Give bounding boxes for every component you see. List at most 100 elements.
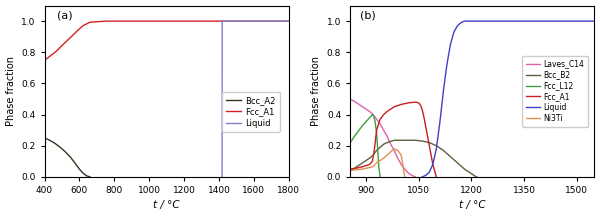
Bcc_A2 bbox=[73, 163, 80, 166]
Fcc_A1 bbox=[380, 113, 387, 116]
Laves_C14 bbox=[401, 168, 409, 170]
Fcc_A1 bbox=[419, 109, 426, 111]
Ni3Ti bbox=[387, 151, 394, 153]
Fcc_L12 bbox=[366, 116, 373, 119]
Bcc_B2 bbox=[447, 155, 454, 158]
Fcc_A1 bbox=[398, 103, 405, 106]
Bcc_B2 bbox=[412, 139, 419, 141]
Bcc_B2 bbox=[468, 172, 475, 175]
Liquid bbox=[447, 43, 454, 46]
Y-axis label: Phase fraction: Phase fraction bbox=[311, 56, 322, 126]
Laves_C14 bbox=[383, 135, 391, 138]
Fcc_A1 bbox=[41, 59, 48, 61]
Text: (b): (b) bbox=[360, 11, 376, 21]
Bcc_B2 bbox=[454, 162, 461, 164]
Ni3Ti bbox=[347, 169, 354, 172]
Line: Laves_C14: Laves_C14 bbox=[350, 99, 415, 177]
Liquid bbox=[457, 21, 464, 24]
Laves_C14 bbox=[373, 118, 380, 121]
Fcc_A1 bbox=[359, 165, 366, 168]
Ni3Ti bbox=[352, 168, 359, 171]
Bcc_B2 bbox=[419, 140, 426, 142]
Fcc_A1 bbox=[352, 167, 359, 170]
Fcc_A1 bbox=[422, 126, 430, 128]
Line: Fcc_A1: Fcc_A1 bbox=[350, 102, 436, 177]
Line: Bcc_A2: Bcc_A2 bbox=[44, 138, 90, 177]
Laves_C14 bbox=[408, 174, 415, 177]
Bcc_A2 bbox=[79, 172, 86, 174]
X-axis label: t / °C: t / °C bbox=[459, 200, 485, 210]
Bcc_B2 bbox=[370, 154, 377, 156]
Liquid bbox=[440, 90, 447, 92]
Fcc_A1 bbox=[146, 20, 153, 22]
Bcc_B2 bbox=[472, 175, 479, 177]
Bcc_B2 bbox=[404, 139, 412, 141]
Bcc_B2 bbox=[352, 166, 359, 169]
Fcc_A1 bbox=[404, 102, 412, 104]
Fcc_L12 bbox=[373, 132, 380, 135]
Fcc_A1 bbox=[429, 163, 436, 166]
Fcc_A1 bbox=[370, 152, 377, 155]
Liquid bbox=[218, 176, 226, 178]
Bcc_B2 bbox=[473, 176, 481, 178]
Liquid bbox=[433, 148, 440, 150]
Bcc_B2 bbox=[380, 143, 387, 145]
Laves_C14 bbox=[359, 105, 366, 108]
Laves_C14 bbox=[398, 163, 405, 166]
Liquid bbox=[419, 176, 426, 178]
Laves_C14 bbox=[352, 101, 359, 103]
Fcc_A1 bbox=[58, 44, 65, 47]
Liquid bbox=[451, 31, 458, 33]
Bcc_A2 bbox=[86, 176, 94, 178]
Ni3Ti bbox=[401, 176, 409, 178]
Bcc_B2 bbox=[347, 169, 354, 172]
Liquid bbox=[468, 20, 475, 22]
Fcc_L12 bbox=[370, 115, 377, 118]
Laves_C14 bbox=[394, 157, 401, 159]
Fcc_A1 bbox=[369, 160, 376, 163]
Ni3Ti bbox=[400, 165, 407, 167]
Bcc_B2 bbox=[398, 139, 405, 141]
Liquid bbox=[429, 163, 436, 166]
Bcc_A2 bbox=[56, 146, 64, 149]
Fcc_A1 bbox=[433, 176, 440, 178]
Bcc_B2 bbox=[377, 146, 384, 149]
Fcc_L12 bbox=[369, 113, 376, 116]
Bcc_A2 bbox=[41, 137, 48, 139]
Fcc_A1 bbox=[421, 116, 428, 119]
Fcc_A1 bbox=[48, 54, 55, 56]
Bcc_A2 bbox=[52, 142, 59, 145]
Ni3Ti bbox=[371, 163, 379, 166]
Fcc_A1 bbox=[74, 29, 81, 32]
Fcc_A1 bbox=[44, 56, 52, 59]
Fcc_L12 bbox=[352, 133, 359, 136]
Bcc_B2 bbox=[426, 141, 433, 144]
Fcc_A1 bbox=[412, 101, 419, 103]
Fcc_A1 bbox=[377, 118, 384, 121]
Ni3Ti bbox=[366, 166, 373, 169]
Laves_C14 bbox=[391, 149, 398, 152]
Line: Ni3Ti: Ni3Ti bbox=[350, 149, 405, 177]
Legend: Laves_C14, Bcc_B2, Fcc_L12, Fcc_A1, Liquid, Ni3Ti: Laves_C14, Bcc_B2, Fcc_L12, Fcc_A1, Liqu… bbox=[522, 56, 588, 127]
Fcc_L12 bbox=[371, 121, 379, 124]
Fcc_A1 bbox=[55, 48, 62, 51]
Bcc_A2 bbox=[62, 151, 69, 153]
Fcc_L12 bbox=[359, 124, 366, 127]
Fcc_A1 bbox=[218, 20, 226, 22]
Liquid bbox=[218, 20, 226, 22]
Fcc_A1 bbox=[371, 141, 379, 144]
Fcc_A1 bbox=[86, 21, 94, 24]
Ni3Ti bbox=[369, 165, 376, 168]
Fcc_L12 bbox=[374, 148, 381, 150]
Ni3Ti bbox=[377, 159, 384, 162]
Laves_C14 bbox=[404, 172, 412, 174]
Ni3Ti bbox=[391, 148, 398, 150]
Fcc_A1 bbox=[383, 110, 391, 113]
Liquid bbox=[461, 20, 468, 22]
Laves_C14 bbox=[387, 143, 394, 145]
Laves_C14 bbox=[377, 123, 384, 125]
Fcc_L12 bbox=[375, 165, 382, 167]
Laves_C14 bbox=[366, 110, 373, 113]
Fcc_L12 bbox=[377, 176, 384, 178]
Liquid bbox=[426, 171, 433, 173]
